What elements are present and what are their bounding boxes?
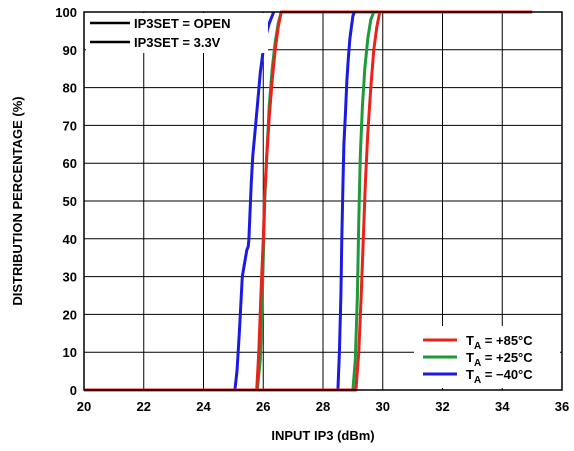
series-layer bbox=[84, 10, 533, 392]
x-tick-label: 36 bbox=[555, 399, 569, 414]
temperature-legend: TA = +85°CTA = +25°CTA = −40°C bbox=[414, 326, 560, 388]
series-line bbox=[84, 10, 533, 392]
style-legend-box bbox=[86, 13, 268, 53]
temp-legend-label: TA = +85°C bbox=[466, 333, 533, 352]
style-legend: IP3SET = OPEN IP3SET = 3.3V bbox=[86, 13, 268, 53]
series-line bbox=[84, 10, 533, 392]
x-tick-label: 28 bbox=[316, 399, 330, 414]
y-tick-label: 20 bbox=[63, 307, 77, 322]
y-tick-labels: 0 10 20 30 40 50 60 70 80 90 100 bbox=[55, 5, 77, 398]
grid bbox=[84, 12, 562, 390]
series-line bbox=[84, 11, 356, 392]
y-tick-label: 80 bbox=[63, 81, 77, 96]
x-tick-label: 24 bbox=[196, 399, 211, 414]
y-tick-label: 90 bbox=[63, 43, 77, 58]
x-tick-label: 34 bbox=[495, 399, 510, 414]
y-tick-label: 50 bbox=[63, 194, 77, 209]
y-tick-label: 70 bbox=[63, 118, 77, 133]
y-tick-label: 40 bbox=[63, 232, 77, 247]
x-tick-labels: 20 22 24 26 28 30 32 34 36 bbox=[77, 399, 569, 414]
x-tick-label: 32 bbox=[435, 399, 449, 414]
x-axis-title: INPUT IP3 (dBm) bbox=[271, 428, 374, 443]
x-tick-label: 22 bbox=[137, 399, 151, 414]
style-legend-label: IP3SET = 3.3V bbox=[134, 35, 221, 50]
temp-legend-label: TA = +25°C bbox=[466, 350, 533, 369]
y-tick-label: 0 bbox=[70, 383, 77, 398]
y-tick-label: 10 bbox=[63, 345, 77, 360]
series-line bbox=[84, 11, 376, 392]
y-tick-label: 30 bbox=[63, 270, 77, 285]
style-legend-label: IP3SET = OPEN bbox=[134, 16, 230, 31]
y-tick-label: 100 bbox=[55, 5, 77, 20]
temp-legend-label: TA = −40°C bbox=[466, 367, 533, 386]
y-tick-label: 60 bbox=[63, 156, 77, 171]
x-tick-label: 26 bbox=[256, 399, 270, 414]
plot-frame bbox=[83, 11, 563, 391]
y-axis-title: DISTRIBUTION PERCENTAGE (%) bbox=[10, 96, 25, 305]
x-tick-label: 20 bbox=[77, 399, 91, 414]
x-tick-label: 30 bbox=[376, 399, 390, 414]
